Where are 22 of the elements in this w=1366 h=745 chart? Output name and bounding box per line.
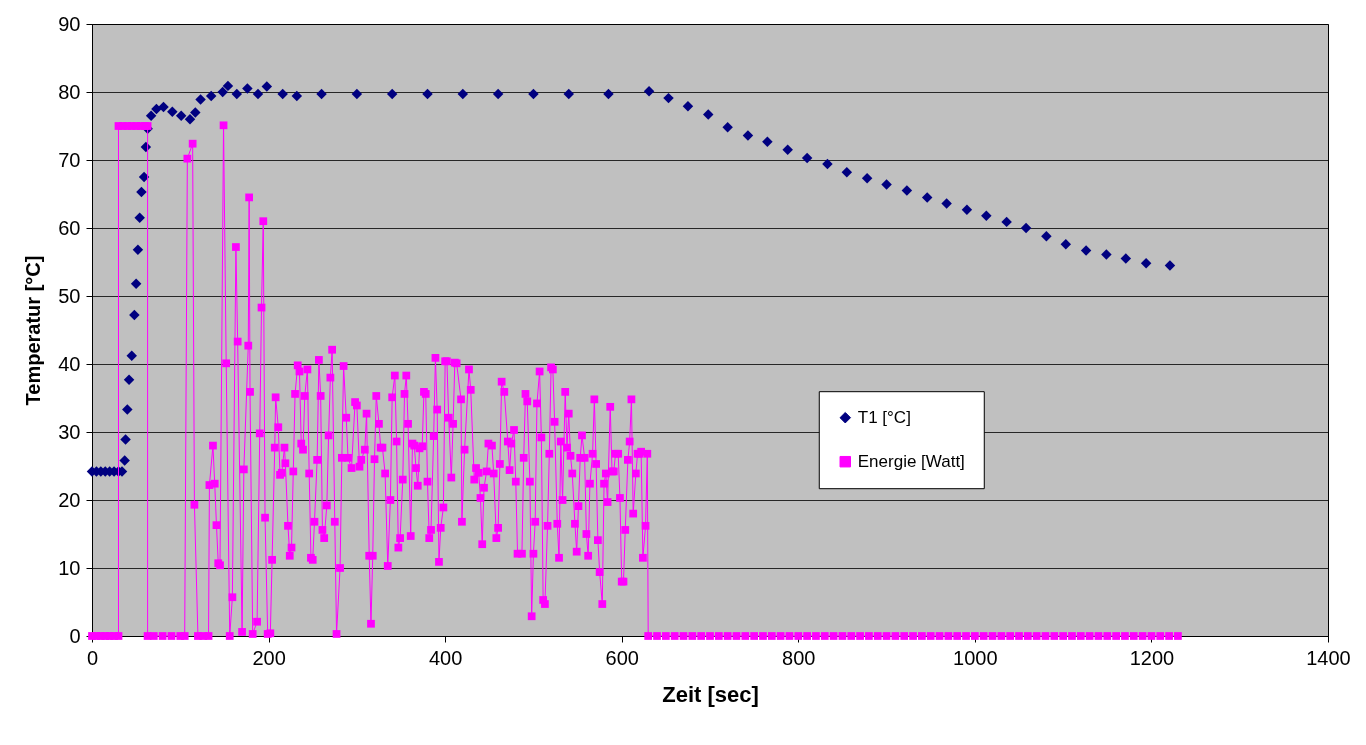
x-tick-label: 1400 [1306, 646, 1351, 669]
y-tick-label: 90 [58, 12, 81, 35]
x-tick-label: 800 [782, 646, 816, 669]
y-axis-title: Temperatur [°C] [22, 255, 45, 406]
x-tick-label: 200 [252, 646, 286, 669]
y-tick-label: 30 [58, 420, 81, 443]
y-tick-label: 10 [58, 556, 81, 579]
x-tick-label: 1000 [953, 646, 998, 669]
x-tick-label: 600 [605, 646, 639, 669]
x-tick-label: 400 [428, 646, 463, 669]
x-axis-title: Zeit [sec] [662, 681, 759, 707]
y-tick-label: 50 [58, 284, 81, 307]
x-tick-label: 0 [86, 646, 99, 669]
legend-label: T1 [°C] [857, 407, 911, 427]
legend-label: Energie [Watt] [857, 451, 965, 471]
y-tick-label: 40 [58, 352, 81, 375]
y-tick-label: 70 [58, 148, 81, 171]
x-tick-label: 1200 [1129, 646, 1175, 669]
y-tick-label: 80 [58, 80, 81, 103]
y-tick-label: 60 [58, 216, 81, 239]
y-tick-label: 20 [58, 488, 81, 511]
y-tick-label: 0 [69, 624, 81, 647]
